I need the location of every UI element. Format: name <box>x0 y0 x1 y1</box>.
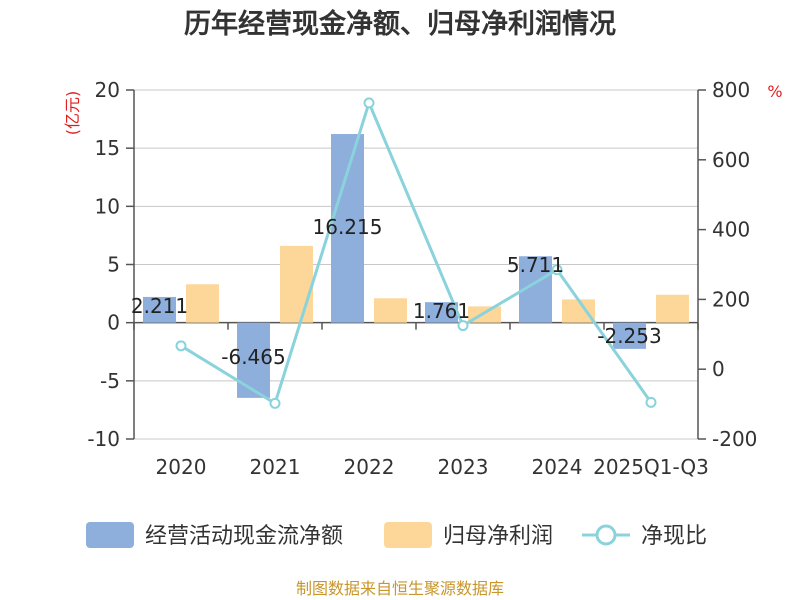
ratio-point <box>175 340 187 352</box>
legend-label-profit: 归母净利润 <box>443 524 553 549</box>
legend-marker-ratio <box>595 524 617 546</box>
bar-cashflow <box>425 302 458 323</box>
y-left-tick-label: 20 <box>95 78 120 102</box>
y-left-tick-label: -5 <box>100 369 120 393</box>
data-label-cashflow: -2.253 <box>597 324 661 348</box>
ratio-point <box>457 320 469 332</box>
chart-title: 历年经营现金净额、归母净利润情况 <box>184 8 616 40</box>
data-label-cashflow: -6.465 <box>221 345 285 369</box>
bar-cashflow <box>143 296 176 323</box>
y-right-unit: % <box>767 82 782 101</box>
y-right-tick-label: 800 <box>712 78 750 102</box>
bar-cashflow <box>613 322 646 349</box>
bar-profit <box>374 298 407 323</box>
ratio-polyline <box>180 98 653 406</box>
x-tick-label: 2022 <box>344 455 395 479</box>
legend: 经营活动现金流净额 归母净利润 净现比 <box>86 522 707 549</box>
x-tick-label: 2025Q1-Q3 <box>593 455 709 479</box>
x-tick-label: 2020 <box>156 455 207 479</box>
y-left-tick-label: 15 <box>95 136 120 160</box>
legend-swatch-profit <box>384 522 432 548</box>
y-left-tick-label: 10 <box>95 194 120 218</box>
source-note: 制图数据来自恒生聚源数据库 <box>296 579 504 598</box>
x-tick-label: 2024 <box>532 455 583 479</box>
data-label-cashflow: 16.215 <box>313 215 383 239</box>
legend-label-ratio: 净现比 <box>641 524 707 549</box>
ratio-point <box>363 97 375 109</box>
bar-profit <box>186 284 219 323</box>
y-left-tick-label: 0 <box>107 311 120 335</box>
bar-cashflow <box>331 134 364 323</box>
data-label-cashflow: 1.761 <box>413 299 470 323</box>
bars <box>143 134 689 398</box>
y-right-tick-label: 400 <box>712 218 750 242</box>
ratio-point <box>645 396 657 408</box>
legend-label-cashflow: 经营活动现金流净额 <box>145 524 343 549</box>
tick-labels: 20 15 10 5 0 -5 -10 800 600 400 200 0 -200 2020 2021 20… <box>87 78 757 479</box>
x-tick-label: 2021 <box>250 455 301 479</box>
ratio-point <box>551 264 563 276</box>
y-left-unit: (亿元) <box>63 91 82 136</box>
y-right-tick-label: 600 <box>712 148 750 172</box>
axes <box>126 89 706 440</box>
x-tick-label: 2023 <box>438 455 489 479</box>
y-right-tick-label: 0 <box>712 357 725 381</box>
ratio-line <box>175 97 657 409</box>
data-label-cashflow: 2.211 <box>131 294 188 318</box>
data-labels: 2.211 -6.465 16.215 1.761 5.711 -2.253 <box>131 215 662 369</box>
data-label-cashflow: 5.711 <box>507 253 564 277</box>
ratio-point <box>269 397 281 409</box>
legend-swatch-cashflow <box>86 522 134 548</box>
grid-lines <box>134 89 698 440</box>
y-right-tick-label: -200 <box>712 427 757 451</box>
y-right-tick-label: 200 <box>712 287 750 311</box>
bar-profit <box>562 299 595 323</box>
y-left-tick-label: 5 <box>107 253 120 277</box>
bar-profit <box>656 294 689 323</box>
y-left-tick-label: -10 <box>87 427 120 451</box>
bar-profit <box>280 245 313 323</box>
bar-cashflow <box>237 322 270 398</box>
